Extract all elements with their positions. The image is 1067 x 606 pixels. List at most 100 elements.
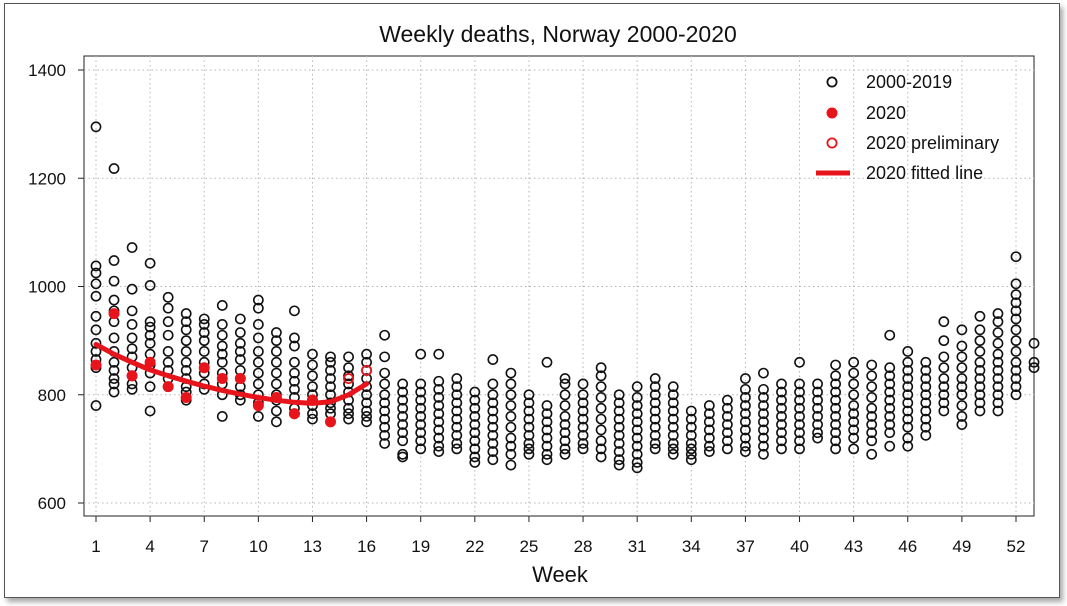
history-point bbox=[595, 435, 607, 447]
history-point bbox=[505, 389, 517, 401]
history-point bbox=[1010, 297, 1022, 309]
history-point bbox=[667, 421, 679, 433]
history-point bbox=[866, 410, 878, 422]
history-point bbox=[685, 405, 697, 417]
history-point bbox=[487, 413, 499, 425]
history-point bbox=[144, 381, 156, 393]
history-point bbox=[108, 294, 120, 306]
history-point bbox=[90, 290, 102, 302]
history-point bbox=[884, 427, 896, 439]
history-point bbox=[397, 435, 409, 447]
history-point bbox=[938, 405, 950, 417]
history-point bbox=[866, 381, 878, 393]
history-point bbox=[523, 421, 535, 433]
history-point bbox=[920, 413, 932, 425]
history-point bbox=[198, 346, 210, 357]
history-point bbox=[992, 373, 1004, 384]
history-point bbox=[577, 421, 589, 433]
history-point bbox=[144, 329, 156, 341]
history-point bbox=[487, 438, 499, 449]
history-point bbox=[830, 443, 842, 455]
history-point bbox=[541, 424, 553, 436]
history-point bbox=[1028, 362, 1040, 374]
history-point bbox=[794, 386, 805, 398]
history-point bbox=[270, 327, 282, 338]
history-point bbox=[505, 421, 517, 433]
history-point bbox=[289, 367, 300, 379]
history-point bbox=[974, 335, 986, 347]
history-point bbox=[595, 413, 607, 425]
history-point bbox=[523, 443, 535, 455]
history-point bbox=[559, 389, 571, 401]
history-point bbox=[938, 351, 950, 363]
history-point bbox=[902, 364, 914, 376]
history-point bbox=[433, 446, 445, 457]
history-point bbox=[667, 397, 679, 409]
axes: 600 800 1000 1200 1400 1 4 7 10 13 16 19 22 25 28 31 34 3… bbox=[28, 61, 1025, 556]
history-point bbox=[992, 356, 1004, 368]
history-point bbox=[794, 443, 805, 455]
history-point bbox=[541, 432, 553, 444]
history-point bbox=[505, 448, 517, 460]
legend: 2000-2019 2020 2020 preliminary 2020 fitted… bbox=[816, 72, 999, 183]
x-tick-label: 28 bbox=[574, 537, 593, 556]
history-point bbox=[649, 389, 661, 401]
history-point bbox=[1010, 251, 1022, 263]
history-point bbox=[379, 367, 391, 379]
history-point bbox=[397, 386, 409, 398]
history-point bbox=[108, 378, 120, 390]
history-point bbox=[198, 313, 210, 325]
history-point bbox=[1010, 289, 1022, 301]
history-point bbox=[992, 337, 1004, 349]
history-point bbox=[108, 364, 120, 376]
history-point bbox=[559, 378, 571, 390]
history-point bbox=[126, 343, 138, 355]
history-point bbox=[631, 448, 643, 460]
history-point bbox=[721, 394, 733, 406]
point-2020 bbox=[234, 373, 246, 385]
history-point bbox=[613, 438, 625, 449]
history-point bbox=[938, 381, 950, 393]
history-point bbox=[343, 413, 354, 425]
history-point bbox=[1028, 356, 1040, 368]
history-point bbox=[776, 402, 787, 414]
history-point bbox=[361, 348, 372, 360]
history-point bbox=[631, 424, 643, 436]
history-point bbox=[559, 373, 571, 384]
history-point bbox=[631, 381, 643, 393]
x-tick-label: 13 bbox=[303, 537, 322, 556]
history-point bbox=[685, 443, 697, 455]
history-point bbox=[162, 356, 174, 368]
history-point bbox=[252, 356, 264, 368]
history-point bbox=[758, 432, 769, 444]
history-point bbox=[902, 413, 914, 425]
history-point bbox=[126, 305, 138, 317]
history-point bbox=[956, 381, 968, 393]
history-point bbox=[144, 280, 156, 291]
history-point bbox=[126, 332, 138, 344]
history-point bbox=[216, 410, 228, 422]
history-point bbox=[451, 389, 463, 401]
history-point bbox=[505, 367, 517, 379]
history-point bbox=[649, 413, 661, 425]
history-point bbox=[866, 448, 878, 460]
history-point bbox=[523, 389, 535, 401]
history-point bbox=[776, 419, 787, 430]
history-point bbox=[956, 373, 968, 384]
history-point bbox=[469, 394, 481, 406]
history-point bbox=[397, 427, 409, 439]
history-point bbox=[649, 397, 661, 409]
history-point bbox=[758, 400, 769, 411]
history-point bbox=[379, 351, 391, 363]
history-point bbox=[631, 440, 643, 452]
history-point bbox=[307, 408, 318, 420]
history-point bbox=[595, 362, 607, 374]
history-point bbox=[848, 443, 860, 455]
history-point bbox=[866, 392, 878, 403]
history-point bbox=[487, 378, 499, 390]
history-point bbox=[270, 405, 282, 417]
history-point bbox=[685, 421, 697, 433]
history-point bbox=[523, 405, 535, 417]
history-point bbox=[758, 448, 769, 460]
history-point bbox=[144, 337, 156, 349]
